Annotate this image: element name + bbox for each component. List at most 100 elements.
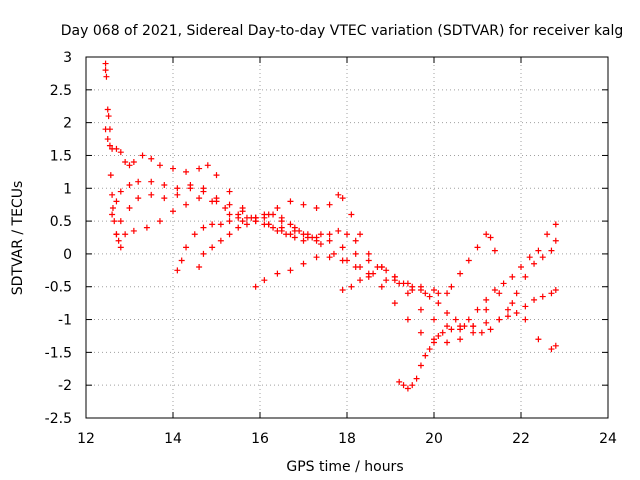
data-point — [274, 204, 281, 211]
data-point — [291, 234, 298, 241]
data-point — [300, 201, 307, 208]
data-point — [513, 309, 520, 316]
data-point — [287, 231, 294, 238]
data-point — [409, 283, 416, 290]
data-point — [513, 290, 520, 297]
data-point — [431, 316, 437, 323]
data-point — [126, 181, 133, 188]
data-point — [365, 270, 372, 277]
data-point — [261, 214, 268, 221]
data-point — [143, 224, 150, 231]
data-point — [313, 237, 320, 244]
data-point — [396, 378, 403, 385]
data-point — [339, 195, 346, 202]
data-point — [313, 204, 320, 211]
data-point — [548, 247, 555, 254]
data-point — [113, 231, 120, 238]
x-tick-label: 20 — [425, 431, 443, 447]
data-point — [474, 244, 481, 251]
data-point — [378, 283, 385, 290]
series-track-j — [102, 60, 124, 251]
data-point — [278, 227, 285, 234]
data-point — [435, 300, 442, 307]
data-point — [404, 385, 411, 392]
data-point — [209, 244, 216, 251]
data-point — [500, 280, 507, 287]
data-point — [417, 306, 424, 313]
data-point — [239, 218, 246, 225]
data-point — [483, 231, 490, 238]
data-point — [148, 191, 155, 198]
data-point — [102, 60, 109, 67]
data-point — [531, 296, 538, 303]
data-point — [107, 172, 114, 179]
y-tick-label: 2.5 — [50, 83, 72, 99]
data-point — [243, 214, 250, 221]
data-point — [183, 244, 190, 251]
data-point — [313, 254, 320, 261]
data-point — [452, 316, 459, 323]
data-point — [509, 273, 516, 280]
data-point — [196, 264, 203, 271]
data-point — [548, 346, 555, 353]
data-point — [444, 309, 451, 316]
data-point — [431, 287, 437, 294]
plot-frame — [85, 56, 609, 419]
data-point — [209, 221, 216, 228]
data-point — [552, 237, 559, 244]
data-point — [191, 231, 198, 238]
x-tick-label: 12 — [77, 431, 95, 447]
data-point — [544, 231, 551, 238]
data-point — [465, 257, 472, 264]
data-point — [170, 165, 176, 172]
data-point — [226, 211, 233, 218]
series-track-a — [102, 126, 451, 297]
data-point — [270, 211, 277, 218]
data-point — [539, 293, 546, 300]
data-point — [526, 254, 533, 261]
data-point — [226, 231, 233, 238]
data-point — [122, 159, 129, 166]
data-point — [174, 267, 181, 274]
data-point — [296, 227, 303, 234]
y-tick-label: -2 — [58, 378, 72, 394]
data-point — [113, 145, 120, 152]
data-point — [426, 346, 433, 353]
data-point — [531, 260, 538, 267]
data-point — [365, 257, 372, 264]
series-track-h — [339, 237, 559, 336]
data-point — [522, 316, 529, 323]
chart-title: Day 068 of 2021, Sidereal Day-to-day VTE… — [61, 23, 623, 39]
data-point — [535, 336, 542, 343]
data-point — [156, 218, 163, 225]
data-point — [548, 290, 555, 297]
series-track-e — [174, 214, 294, 274]
data-point — [226, 218, 233, 225]
data-point — [357, 231, 364, 238]
y-tick-label: -0.5 — [45, 280, 72, 296]
data-point — [335, 191, 342, 198]
data-point — [435, 332, 442, 339]
data-point — [196, 195, 203, 202]
series-track-b — [109, 178, 359, 244]
data-point — [352, 264, 359, 271]
data-point — [400, 382, 407, 389]
data-point — [222, 204, 229, 211]
data-points — [102, 60, 559, 392]
x-tick-label: 14 — [164, 431, 182, 447]
data-point — [357, 277, 364, 284]
data-point — [278, 214, 285, 221]
data-point — [111, 218, 118, 225]
data-point — [174, 191, 181, 198]
data-point — [161, 195, 168, 202]
data-point — [326, 231, 333, 238]
data-point — [496, 290, 503, 297]
y-tick-label: 3 — [63, 50, 72, 66]
data-point — [200, 250, 207, 257]
data-point — [504, 306, 511, 313]
data-point — [139, 152, 146, 159]
data-point — [474, 306, 481, 313]
data-point — [404, 290, 411, 297]
series-track-g — [252, 254, 559, 353]
data-point — [435, 290, 442, 297]
